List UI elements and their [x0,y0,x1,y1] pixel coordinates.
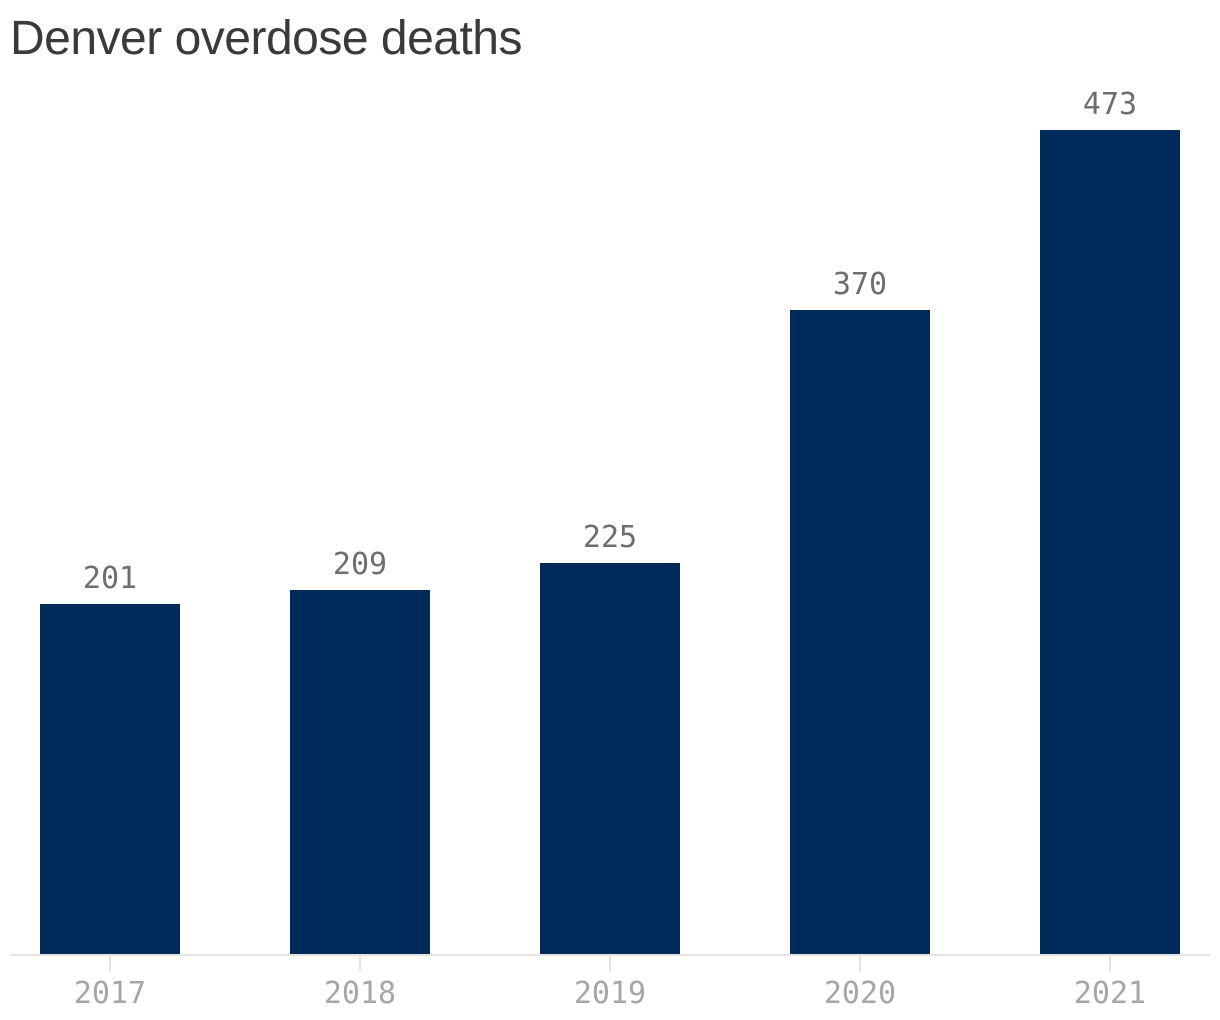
bar-value-label: 370 [832,267,888,302]
bar-value-label: 209 [332,547,388,582]
bar-column: 370 [790,269,930,955]
x-tick-label: 2019 [573,976,647,1011]
bar-value-label: 473 [1082,87,1138,122]
x-tick-mark [609,956,611,972]
x-tick-mark [859,956,861,972]
x-axis-cell: 2018 [290,956,430,1011]
bar-column: 225 [540,522,680,955]
chart-title: Denver overdose deaths [10,12,522,65]
x-tick-mark [359,956,361,972]
x-axis-cell: 2017 [40,956,180,1011]
bar-2021 [1040,130,1180,955]
bar-2017 [40,604,180,955]
x-tick-mark [109,956,111,972]
x-axis-cell: 2021 [1040,956,1180,1011]
bar-column: 209 [290,549,430,955]
x-axis-labels: 2017 2018 2019 2020 2021 [40,956,1180,1011]
bar-column: 201 [40,563,180,955]
bar-value-label: 225 [582,520,638,555]
x-axis-cell: 2019 [540,956,680,1011]
bar-2020 [790,310,930,955]
x-axis-cell: 2020 [790,956,930,1011]
bar-value-label: 201 [82,561,138,596]
x-tick-label: 2020 [823,976,897,1011]
x-tick-label: 2017 [73,976,147,1011]
x-axis-line [10,954,1210,956]
bar-2019 [540,563,680,955]
bars-area: 201 209 225 370 473 [40,89,1180,955]
bar-2018 [290,590,430,955]
x-tick-label: 2021 [1073,976,1147,1011]
x-tick-mark [1109,956,1111,972]
bar-column: 473 [1040,89,1180,955]
x-tick-label: 2018 [323,976,397,1011]
